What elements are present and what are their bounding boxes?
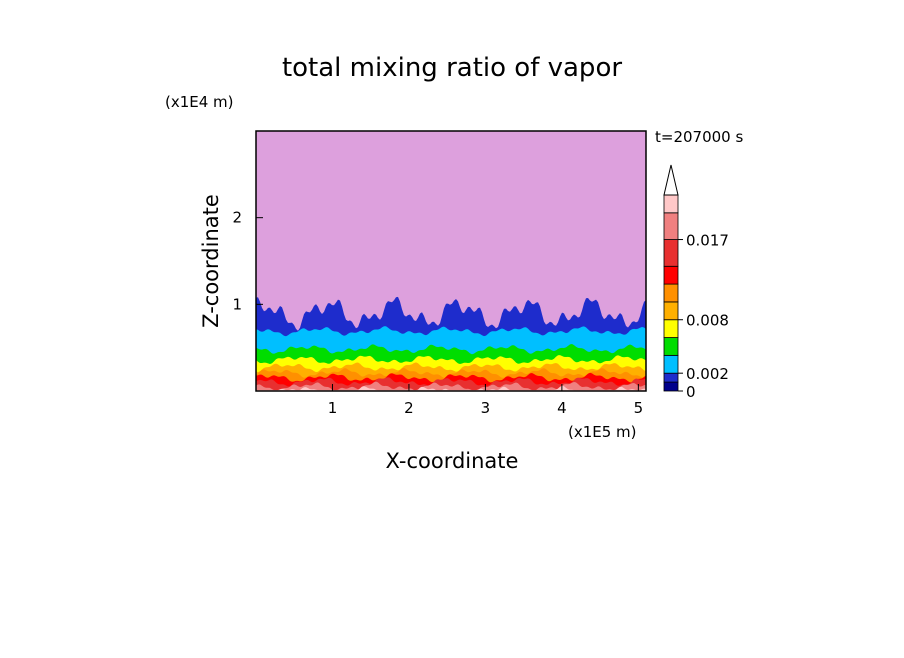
colorbar-band: [663, 212, 679, 240]
x-axis-label: X-coordinate: [386, 449, 519, 473]
colorbar-band: [663, 239, 679, 267]
colorbar-band: [663, 194, 679, 214]
time-label: t=207000 s: [655, 128, 743, 146]
colorbar-band: [663, 265, 679, 285]
plot-frame: [255, 130, 647, 392]
colorbar-band: [663, 381, 679, 392]
x-tick-label: 4: [557, 399, 567, 417]
colorbar-band: [663, 354, 679, 374]
x-tick-label: 3: [481, 399, 491, 417]
colorbar-band: [663, 372, 679, 383]
y-tick-label: 1: [232, 295, 242, 313]
chart-title: total mixing ratio of vapor: [282, 53, 622, 83]
y-axis-label: Z-coordinate: [199, 194, 223, 328]
colorbar-tick-label: 0.008: [686, 312, 729, 330]
colorbar-band: [663, 337, 679, 356]
y-tick-label: 2: [232, 209, 242, 227]
x-tick-label: 5: [634, 399, 644, 417]
x-unit: (x1E5 m): [568, 423, 637, 441]
colorbar-band: [663, 319, 679, 338]
colorbar-tick-label: 0: [686, 383, 696, 401]
colorbar-band: [663, 283, 679, 303]
colorbar-band: [663, 301, 679, 321]
colorbar-extend: [663, 164, 679, 196]
colorbar-tick-label: 0.002: [686, 365, 729, 383]
x-tick-label: 2: [404, 399, 414, 417]
x-tick-label: 1: [328, 399, 338, 417]
contour-band: [256, 381, 646, 391]
y-unit: (x1E4 m): [165, 93, 234, 111]
colorbar-tick-label: 0.017: [686, 232, 729, 250]
